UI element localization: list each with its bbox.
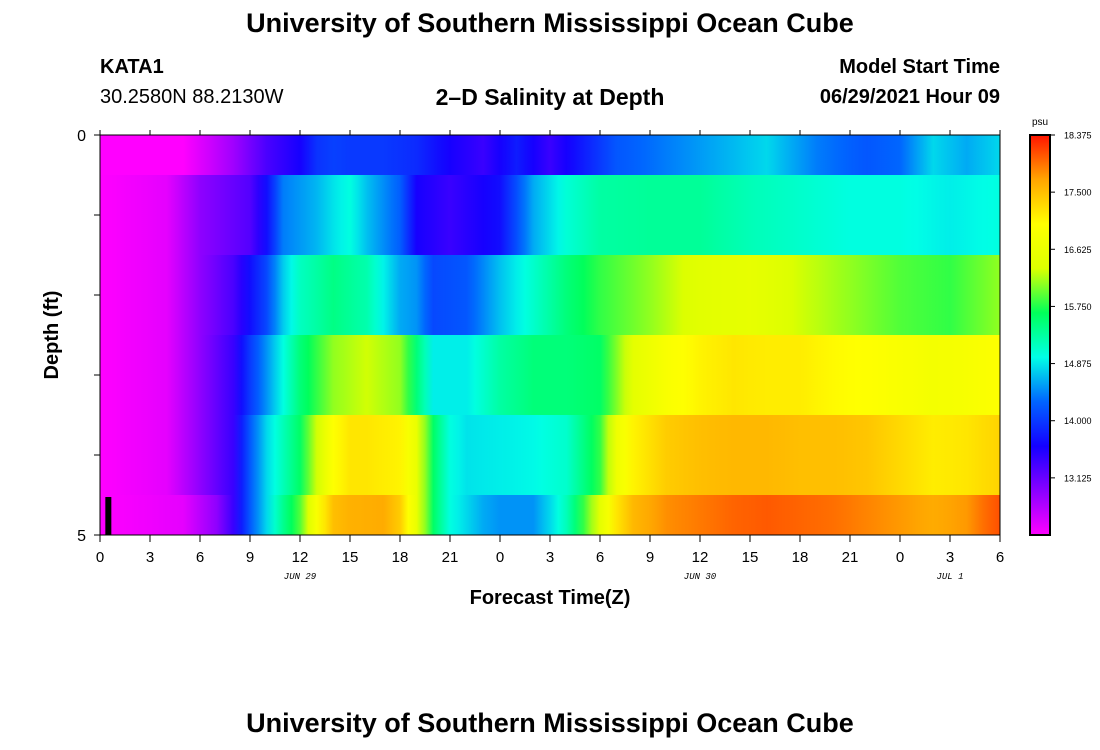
x-tick-label: 12	[292, 549, 309, 566]
salinity-chart: 0 3 6 9 12 15 18 21 0 3 6 9 12 15 18 21 0 3 6 JUN 29 JUN 30 J…	[41, 117, 1092, 609]
colorbar-tick-label: 18.375	[1064, 131, 1092, 141]
model-start-label: Model Start Time	[839, 56, 1000, 78]
colorbar-fill	[1029, 134, 1051, 536]
x-tick-label: 0	[496, 549, 504, 566]
axes: 0 3 6 9 12 15 18 21 0 3 6 9 12 15 18 21 0 3 6 JUN 29 JUN 30 J…	[77, 128, 1004, 582]
x-tick-label: 21	[442, 549, 459, 566]
depth-layer-4	[100, 415, 1000, 495]
x-tick-label: 3	[546, 549, 554, 566]
x-tick-label: 21	[842, 549, 859, 566]
colorbar-tick-label: 13.125	[1064, 473, 1092, 483]
x-tick-label: 6	[996, 549, 1004, 566]
y-tick-label: 5	[77, 528, 86, 545]
footer-title: University of Southern Mississippi Ocean…	[246, 708, 854, 738]
x-tick-label: 18	[792, 549, 809, 566]
depth-layer-5	[100, 495, 1000, 535]
model-start-time: 06/29/2021 Hour 09	[819, 86, 1000, 108]
station-coordinates: 30.2580N 88.2130W	[100, 86, 284, 108]
date-label: JUN 29	[284, 572, 317, 582]
heatmap-layers	[100, 135, 1000, 535]
colorbar-tick-label: 17.500	[1064, 188, 1092, 198]
current-time-marker	[105, 497, 112, 535]
colorbar: 18.375 17.500 16.625 15.750 14.875 14.000 13.1…	[1029, 117, 1092, 536]
colorbar-unit: psu	[1032, 117, 1048, 128]
colorbar-tick-label: 14.875	[1064, 359, 1092, 369]
colorbar-tick-label: 14.000	[1064, 416, 1092, 426]
page-title: University of Southern Mississippi Ocean…	[246, 8, 854, 38]
x-tick-label: 6	[596, 549, 604, 566]
x-tick-label: 12	[692, 549, 709, 566]
colorbar-tick-label: 16.625	[1064, 245, 1092, 255]
x-tick-label: 3	[946, 549, 954, 566]
depth-layer-3	[100, 335, 1000, 415]
depth-layer-0	[100, 135, 1000, 175]
chart-title: 2–D Salinity at Depth	[435, 84, 665, 110]
x-tick-label: 15	[342, 549, 359, 566]
x-tick-label: 18	[392, 549, 409, 566]
depth-layer-2	[100, 255, 1000, 335]
x-tick-label: 0	[96, 549, 104, 566]
y-axis-label: Depth (ft)	[41, 291, 63, 380]
y-tick-label: 0	[77, 128, 86, 145]
date-label: JUN 30	[684, 572, 717, 582]
station-id: KATA1	[100, 56, 164, 78]
x-tick-label: 9	[646, 549, 654, 566]
depth-layer-1	[100, 175, 1000, 255]
x-tick-label: 9	[246, 549, 254, 566]
x-tick-label: 0	[896, 549, 904, 566]
x-tick-label: 3	[146, 549, 154, 566]
colorbar-tick-label: 15.750	[1064, 302, 1092, 312]
x-tick-label: 6	[196, 549, 204, 566]
x-tick-label: 15	[742, 549, 759, 566]
date-label: JUL 1	[936, 572, 963, 582]
x-axis-label: Forecast Time(Z)	[470, 587, 631, 609]
